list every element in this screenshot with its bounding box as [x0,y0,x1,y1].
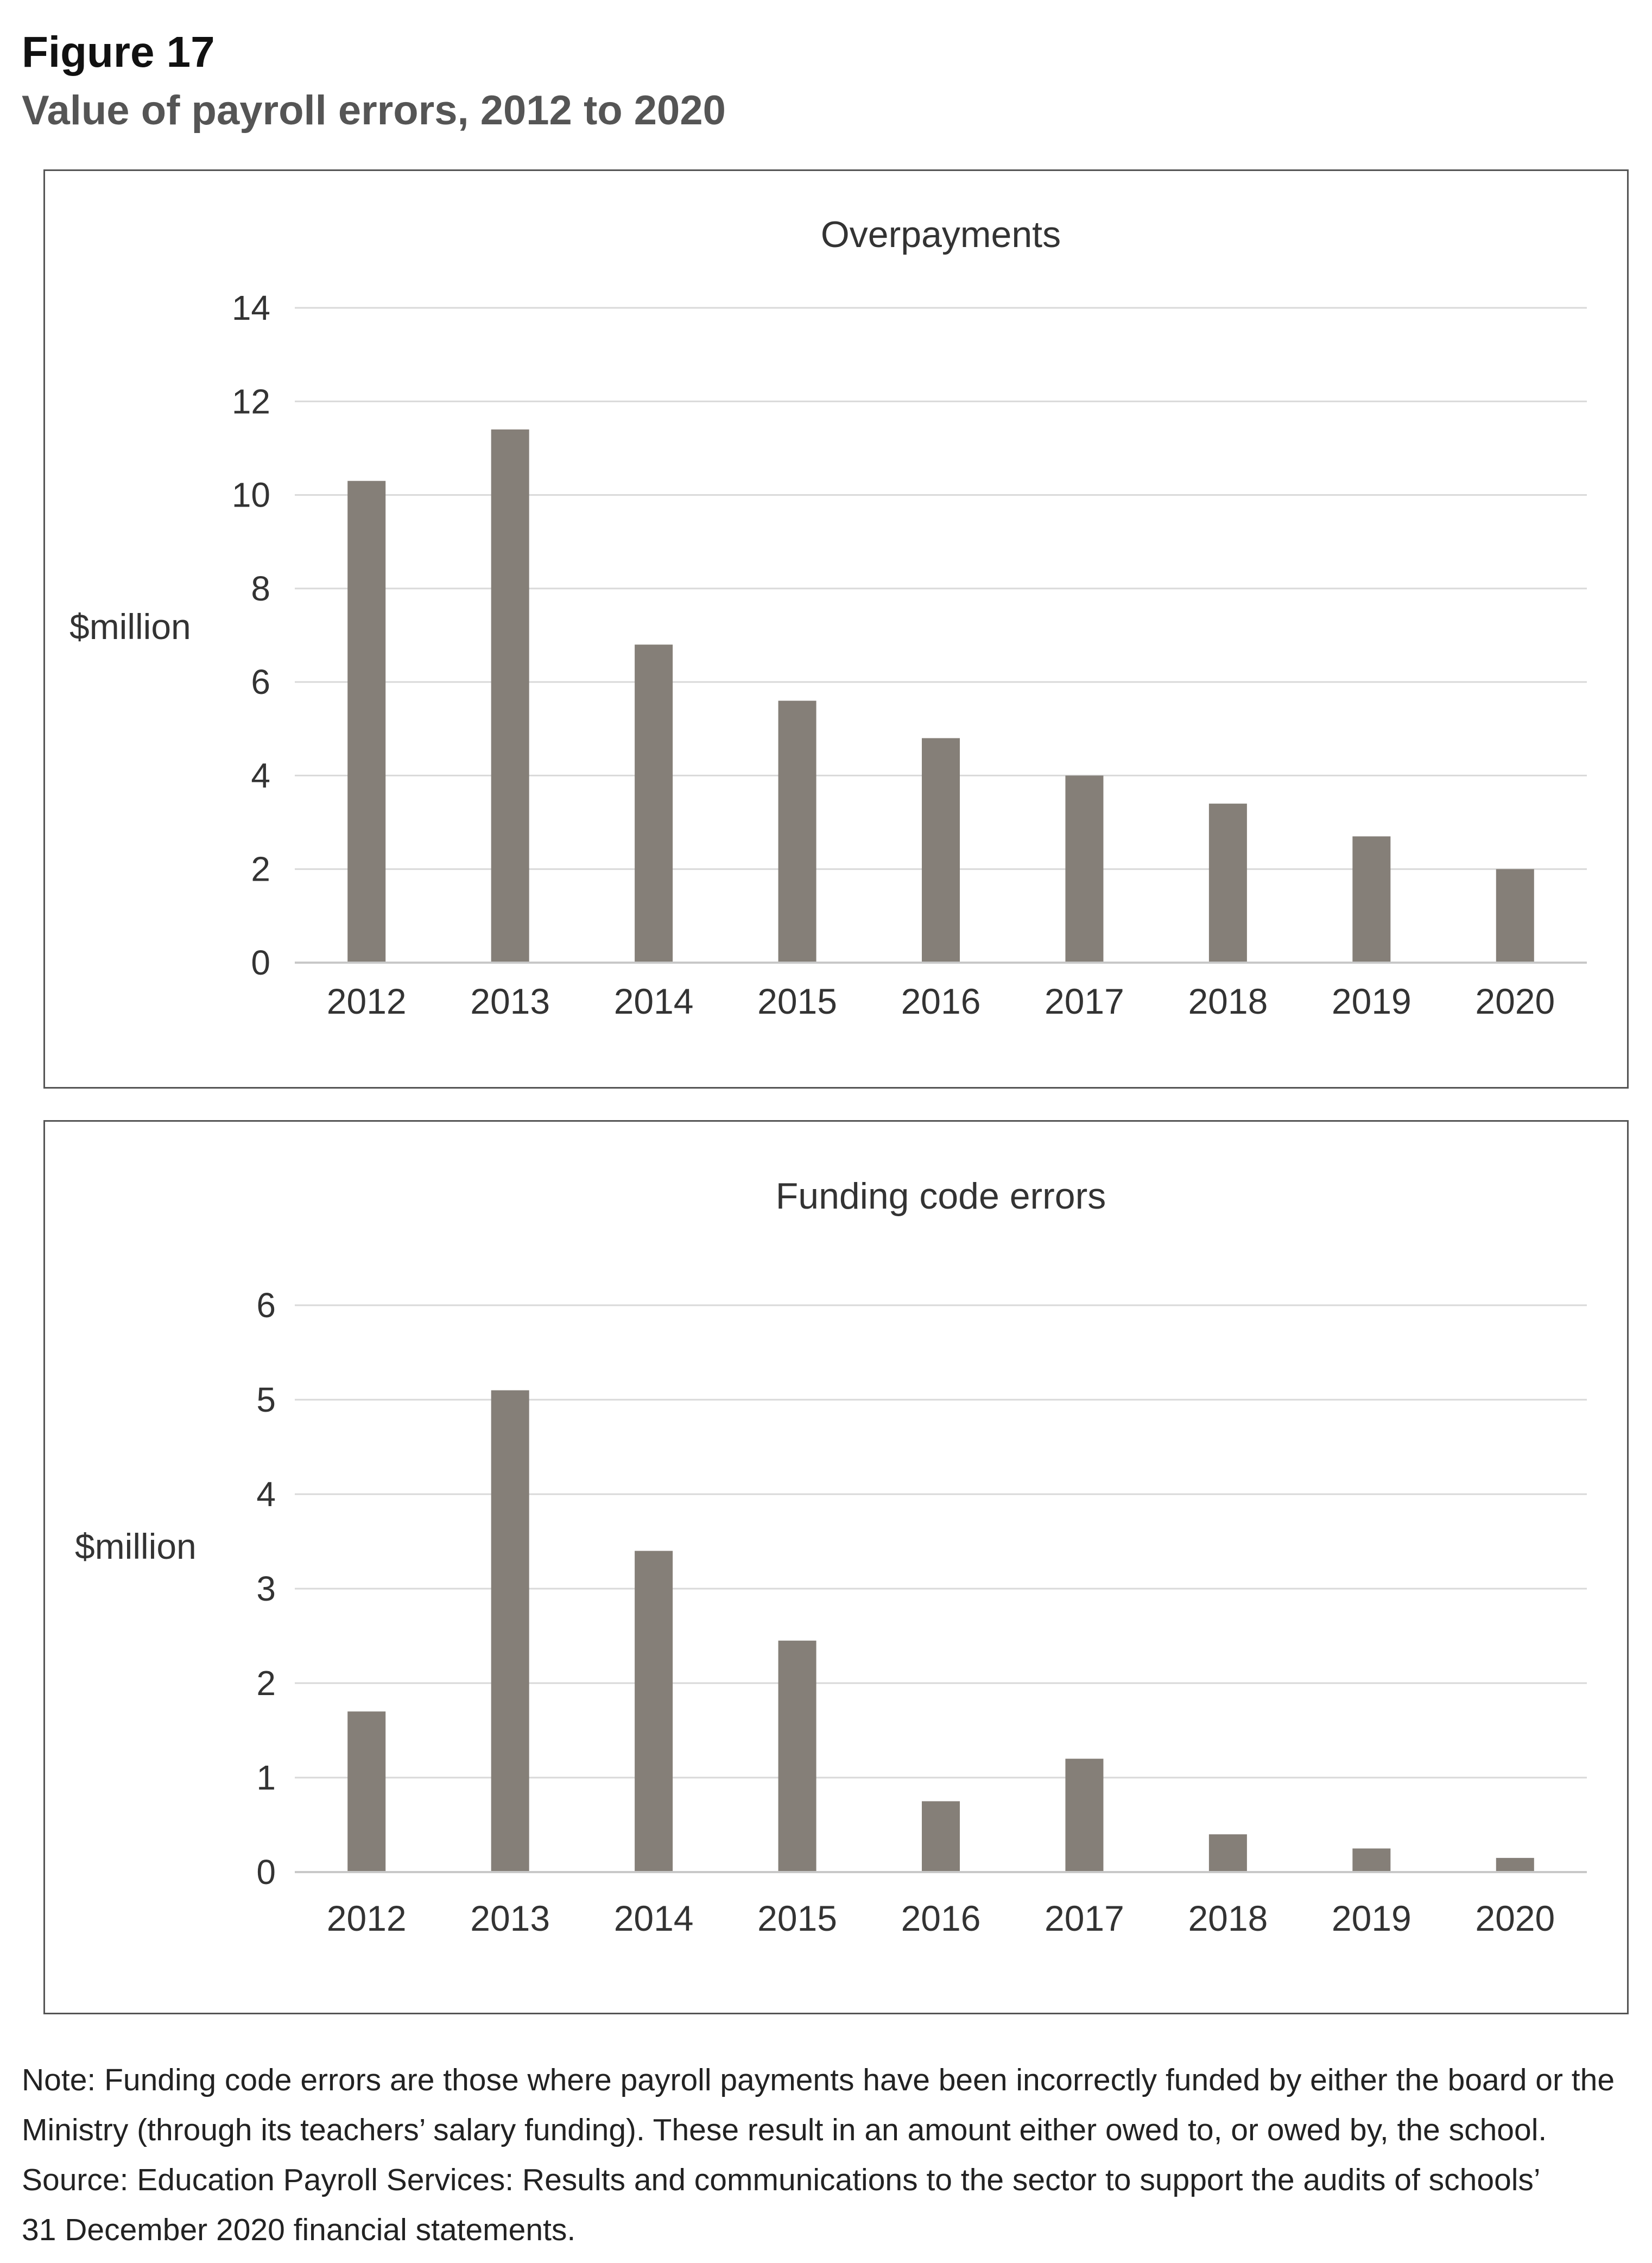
x-tick-label: 2019 [1332,981,1412,1021]
x-tick-label: 2017 [1045,1898,1124,1938]
y-tick-label: 10 [232,476,270,515]
x-tick-label: 2012 [327,981,407,1021]
y-tick-label: 6 [256,1286,276,1325]
chart-title: Overpayments [821,214,1061,255]
y-axis-label: $million [75,1526,197,1566]
y-tick-label: 4 [256,1475,276,1514]
funding-code-errors-chart-panel: Funding code errors $million 0 1 2 3 4 5 6 2012 20… [43,1120,1629,2014]
bar-2014 [635,1551,673,1872]
y-tick-label: 4 [251,756,270,795]
note-text: Note: Funding code errors are those wher… [22,2063,1615,2147]
x-tick-label: 2013 [470,1898,550,1938]
bar-2020 [1496,869,1534,963]
bar-2015 [778,1640,816,1872]
y-tick-label: 14 [232,288,270,327]
y-tick-label: 2 [256,1664,276,1703]
bar-2018 [1208,1834,1247,1872]
x-tick-label: 2016 [901,1898,981,1938]
bar-2012 [347,1711,386,1872]
y-tick-label: 5 [256,1380,276,1419]
figure-notes: Note: Funding code errors are those wher… [22,2055,1629,2255]
bar-2012 [347,481,386,963]
bar-2017 [1065,1759,1104,1872]
figure-label: Figure 17 [22,28,215,76]
x-tick-label: 2014 [614,1898,694,1938]
chart-title: Funding code errors [776,1175,1106,1217]
y-tick-label: 2 [251,850,270,889]
bar-2019 [1352,836,1391,963]
bar-2020 [1496,1857,1534,1872]
x-tick-label: 2015 [757,981,837,1021]
x-tick-label: 2019 [1332,1898,1412,1938]
y-axis-label: $million [69,606,191,647]
bar-2018 [1208,804,1247,963]
x-tick-label: 2012 [327,1898,407,1938]
x-tick-label: 2018 [1188,981,1268,1021]
y-tick-label: 6 [251,662,270,701]
x-tick-label: 2020 [1475,1898,1555,1938]
overpayments-chart: Overpayments $million 0 2 4 6 8 10 12 14 2012 2013 2… [69,214,1587,1021]
bar-2016 [922,738,960,963]
bar-2019 [1352,1848,1391,1872]
bar-2013 [491,1390,529,1872]
x-tick-label: 2015 [757,1898,837,1938]
x-tick-label: 2017 [1045,981,1124,1021]
x-tick-label: 2013 [470,981,550,1021]
y-tick-label: 12 [232,382,270,421]
source-line-1: Source: Education Payroll Services: Resu… [22,2163,1541,2197]
y-tick-label: 0 [251,943,270,982]
y-tick-label: 0 [256,1853,276,1892]
funding-code-errors-chart: Funding code errors $million 0 1 2 3 4 5 6 2012 20… [75,1175,1587,1938]
x-tick-label: 2018 [1188,1898,1268,1938]
y-tick-label: 8 [251,569,270,608]
bar-2016 [922,1801,960,1872]
y-tick-label: 1 [256,1758,276,1797]
figure-title: Value of payroll errors, 2012 to 2020 [22,87,726,134]
x-tick-label: 2020 [1475,981,1555,1021]
y-tick-label: 3 [256,1569,276,1608]
bar-2015 [778,700,816,963]
overpayments-chart-panel: Overpayments $million 0 2 4 6 8 10 12 14 2012 2013 2… [43,169,1629,1089]
source-line-2: 31 December 2020 financial statements. [22,2213,576,2247]
bar-2017 [1065,775,1104,963]
bar-2013 [491,429,529,963]
bar-2014 [635,644,673,963]
x-tick-label: 2016 [901,981,981,1021]
x-tick-label: 2014 [614,981,694,1021]
